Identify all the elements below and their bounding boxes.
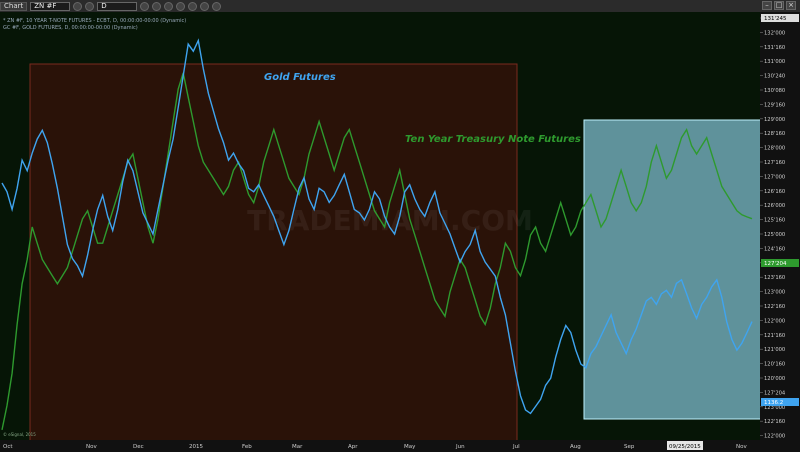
highlight-blue-box (583, 119, 763, 420)
y-tick-label: 124'160 (764, 246, 785, 252)
price-badge (761, 398, 799, 406)
y-tick-label: 127'204 (764, 390, 786, 396)
x-axis: Oct Nov Dec 2015 Feb Mar Apr May Jun Jul Aug Sep 09/… (3, 441, 747, 450)
legend-line-1: * ZN #F, 10 YEAR T-NOTE FUTURES - ECBT, … (3, 18, 186, 24)
copyright-text: © eSignal, 2015 (3, 432, 36, 437)
clock-icon[interactable] (140, 1, 150, 11)
toolbar: Chart ZN #F D – □ × (0, 0, 800, 13)
interval-input[interactable]: D (97, 1, 138, 11)
y-axis-panel (760, 12, 800, 452)
y-tick-label: 123'160 (764, 275, 785, 281)
legend-line-2: GC #F, GOLD FUTURES, D, 00:00:00-00:00 (… (3, 25, 138, 31)
x-tick-label: 2015 (189, 444, 203, 450)
y-tick-label: 126'160 (764, 189, 785, 195)
gold-futures-annotation: Gold Futures (264, 72, 336, 83)
x-tick-label: Jul (512, 444, 520, 450)
price-badge-label: 131'245 (764, 16, 787, 22)
y-tick-label: 123'000 (764, 290, 785, 296)
y-tick-label: 129'000 (764, 117, 785, 123)
x-tick-label: 09/25/2015 (669, 444, 701, 450)
y-tick-label: 128'000 (764, 146, 785, 152)
x-tick-label: Aug (570, 444, 581, 450)
x-tick-label: Oct (3, 444, 13, 450)
layout-icon[interactable] (212, 1, 222, 11)
y-tick-label: 129'160 (764, 102, 785, 108)
price-badge (761, 259, 799, 267)
draw-line-icon[interactable] (176, 1, 186, 11)
price-badge-label: 1136.2 (764, 400, 783, 406)
y-tick-label: 122'160 (764, 419, 785, 425)
y-tick-label: 125'000 (764, 232, 785, 238)
y-tick-label: 130'080 (764, 88, 785, 94)
watermark: TRADEMIAMI.COM (247, 204, 533, 237)
price-badge (761, 14, 799, 22)
x-tick-label: Feb (242, 444, 252, 450)
gold-series-line (1, 38, 753, 415)
y-tick-label: 132'000 (764, 30, 785, 36)
minimize-button[interactable]: – (762, 1, 772, 10)
y-tick-label: 126'000 (764, 203, 785, 209)
y-tick-label: 120'160 (764, 362, 785, 368)
x-tick-label: Jun (455, 444, 465, 450)
y-tick-label: 130'240 (764, 74, 785, 80)
x-tick-label: May (404, 444, 416, 450)
y-tick-label: 121'000 (764, 347, 785, 353)
settings-icon[interactable] (85, 1, 95, 11)
y-tick-label: 122'160 (764, 304, 785, 310)
y-tick-label: 120'000 (764, 376, 785, 382)
y-tick-label: 127'160 (764, 160, 785, 166)
y-tick-label: 125'160 (764, 218, 785, 224)
chart-window-button[interactable]: Chart (0, 1, 28, 11)
x-tick-label: Mar (292, 444, 303, 450)
plus-icon[interactable] (200, 1, 210, 11)
y-tick-label: 127'000 (764, 174, 785, 180)
x-axis-panel (0, 440, 760, 452)
x-tick-label: Nov (736, 444, 747, 450)
y-tick-label: 131'000 (764, 59, 785, 65)
draw-text-icon[interactable] (188, 1, 198, 11)
y-tick-label: 121'160 (764, 333, 785, 339)
x-tick-label: Nov (86, 444, 97, 450)
symbol-input[interactable]: ZN #F (30, 1, 71, 11)
close-button[interactable]: × (786, 1, 796, 10)
y-tick-label: 123'000 (764, 405, 785, 411)
chart-area: TRADEMIAMI.COM * ZN #F, 10 YEAR T-NOTE F… (0, 12, 800, 452)
x-tick-label: Sep (624, 444, 635, 450)
tnote-futures-annotation: Ten Year Treasury Note Futures (405, 134, 581, 145)
link-icon[interactable] (73, 1, 83, 11)
y-tick-label: 122'000 (764, 318, 785, 324)
cursor-icon[interactable] (164, 1, 174, 11)
y-tick-label: 128'160 (764, 131, 785, 137)
price-badge-label: 127'204 (764, 261, 787, 267)
maximize-button[interactable]: □ (774, 1, 784, 10)
highlight-brown-box (29, 63, 518, 452)
x-tick-label: Dec (133, 444, 144, 450)
y-tick-label: 122'000 (764, 434, 785, 440)
price-chart[interactable]: TRADEMIAMI.COM * ZN #F, 10 YEAR T-NOTE F… (0, 12, 800, 452)
drawing-tool-icon[interactable] (152, 1, 162, 11)
crosshair-date-badge (667, 441, 703, 450)
y-tick-label: 131'160 (764, 45, 785, 51)
price-badges: 131'245 127'204 1136.2 (761, 14, 799, 406)
x-tick-label: Apr (348, 444, 358, 450)
